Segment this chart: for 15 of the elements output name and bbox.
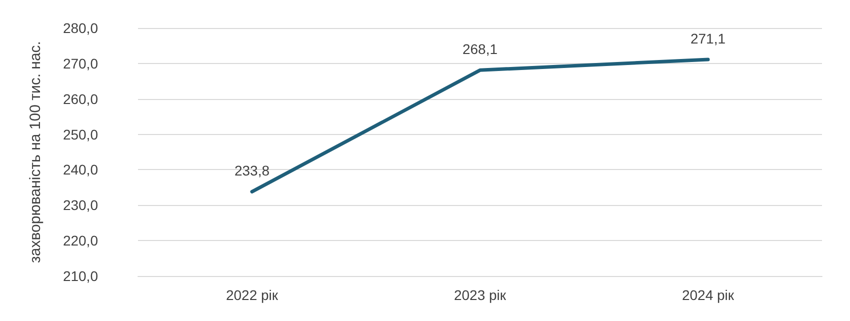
y-tick-label: 260,0 [62, 90, 98, 107]
y-tick-label: 210,0 [62, 268, 98, 284]
y-tick-label: 230,0 [62, 197, 98, 214]
y-tick-label: 270,0 [62, 55, 98, 72]
y-tick-label: 250,0 [62, 126, 98, 142]
x-tick-label: 2024 рік [682, 287, 735, 303]
x-tick-label: 2023 рік [454, 287, 507, 303]
x-tick-label: 2022 рік [226, 287, 279, 303]
y-axis-title: захворюваність на 100 тис. нас. [27, 41, 44, 263]
y-tick-label: 240,0 [62, 162, 98, 178]
data-label: 271,1 [690, 30, 726, 47]
y-tick-label: 280,0 [62, 20, 98, 36]
data-label: 233,8 [234, 162, 270, 179]
y-tick-label: 220,0 [62, 232, 98, 249]
data-label: 268,1 [462, 41, 498, 58]
